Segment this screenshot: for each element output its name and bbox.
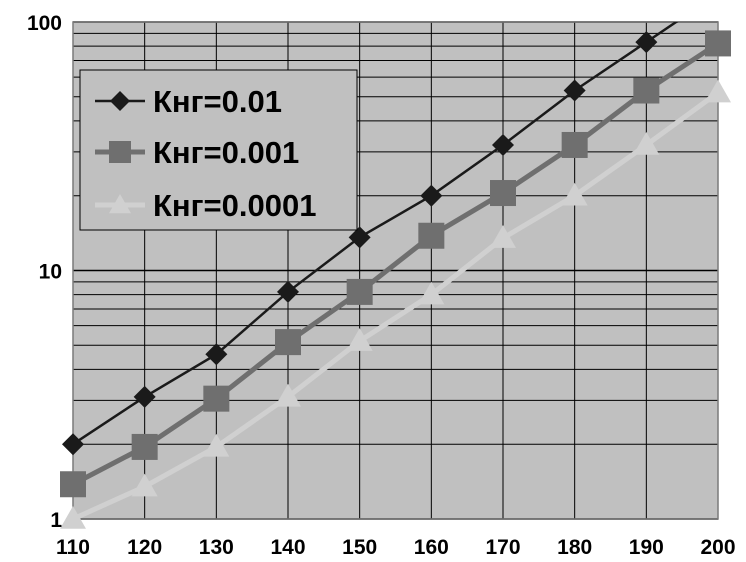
series-1 (62, 0, 729, 456)
x-tick-label: 180 (557, 536, 592, 559)
data-point (490, 180, 516, 207)
data-point (346, 278, 373, 305)
x-tick-label: 150 (342, 536, 377, 559)
legend-label: Кнг=0.0001 (153, 188, 316, 223)
y-tick-label: 10 (39, 261, 62, 284)
legend-label: Кнг=0.01 (153, 84, 282, 119)
y-tick-label: 100 (27, 12, 62, 35)
x-tick-label: 110 (56, 536, 90, 559)
data-point (62, 433, 84, 456)
legend-marker (109, 141, 131, 163)
data-point (275, 383, 301, 407)
series-line (71, 90, 720, 522)
series-layer (60, 0, 731, 529)
x-tick-label: 120 (127, 536, 162, 559)
legend: Кнг=0.01 Кнг=0.001 Кнг=0.0001 (79, 69, 358, 231)
x-tick-label: 140 (270, 536, 305, 559)
legend-label: Кнг=0.001 (153, 135, 299, 170)
data-point (205, 343, 228, 366)
x-tick-label: 160 (414, 536, 449, 559)
x-tick-label: 200 (700, 536, 735, 559)
x-tick-label: 130 (199, 536, 234, 559)
data-point (131, 433, 158, 460)
data-point (707, 0, 729, 5)
data-point (60, 471, 86, 498)
data-point (633, 131, 660, 155)
legend-marker (110, 91, 130, 111)
data-point (561, 182, 588, 206)
data-point (60, 506, 86, 529)
data-point (492, 133, 514, 156)
data-point (633, 77, 660, 104)
data-point (490, 225, 516, 248)
data-point (277, 280, 299, 303)
series-line (71, 41, 720, 487)
series-line (72, 22, 679, 446)
data-point (705, 30, 731, 57)
data-point (133, 385, 156, 408)
data-point (346, 328, 373, 351)
data-point (561, 131, 588, 158)
data-point (348, 226, 371, 249)
data-point (420, 184, 443, 207)
legend-marker (109, 194, 131, 214)
data-point (418, 222, 445, 249)
y-tick-label: 1 (50, 509, 62, 532)
data-point (705, 79, 731, 103)
data-point (635, 31, 658, 54)
data-point (563, 79, 586, 102)
series-3 (60, 79, 731, 529)
x-tick-label: 170 (485, 536, 520, 559)
data-point (275, 329, 301, 356)
data-point (131, 473, 158, 497)
plot-border (72, 21, 719, 520)
series-2 (60, 30, 731, 498)
x-tick-label: 190 (629, 536, 664, 559)
data-point (203, 385, 230, 412)
data-point (203, 433, 230, 457)
data-point (418, 281, 445, 305)
